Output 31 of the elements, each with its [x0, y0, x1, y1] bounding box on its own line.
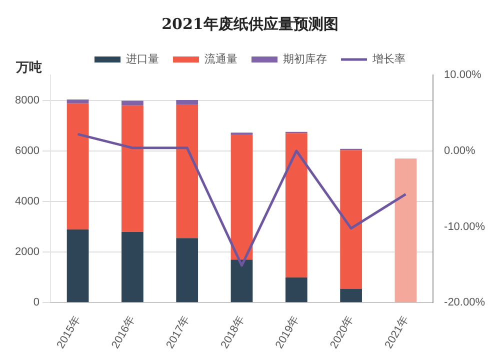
legend-label: 期初库存	[283, 52, 327, 66]
legend-label: 增长率	[372, 52, 406, 66]
y-tick-label: 0	[33, 296, 40, 309]
bar	[122, 105, 144, 232]
bar	[285, 277, 308, 302]
bar	[176, 100, 198, 105]
bar	[230, 260, 253, 302]
y2-tick-label: -20.00%	[444, 296, 486, 309]
y2-tick-label: -10.00%	[444, 220, 486, 233]
bar	[66, 229, 89, 302]
bar	[122, 232, 144, 302]
y-tick-label: 2000	[14, 246, 40, 258]
y-tick-label: 8000	[14, 94, 40, 106]
legend-label: 流通量	[204, 52, 238, 66]
bar	[285, 133, 308, 278]
bar	[394, 158, 417, 302]
bar	[176, 104, 198, 238]
legend-label: 进口量	[126, 52, 159, 66]
bar	[66, 100, 89, 104]
y-tick-label: 6000	[14, 144, 40, 157]
chart-title: 2021年废纸供应量预测图	[162, 14, 338, 33]
bar	[176, 238, 198, 302]
bar	[340, 288, 362, 302]
bar	[230, 134, 253, 260]
bar	[122, 100, 144, 106]
bar	[66, 103, 89, 230]
y2-tick-label: 10.00%	[444, 69, 482, 82]
y-tick-label: 4000	[14, 196, 40, 208]
y-axis-title: 万吨	[15, 60, 42, 76]
y2-tick-label: 0.00%	[444, 144, 476, 157]
bar	[340, 150, 362, 289]
